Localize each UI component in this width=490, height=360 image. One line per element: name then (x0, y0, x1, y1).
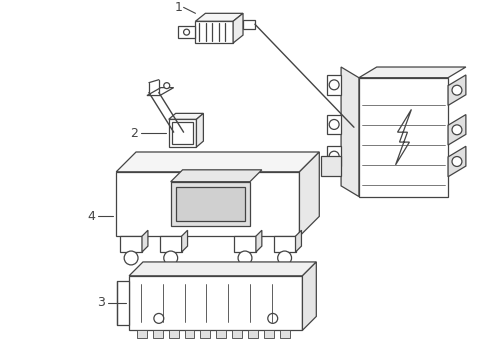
Polygon shape (327, 114, 341, 134)
Polygon shape (359, 67, 466, 78)
Polygon shape (233, 13, 243, 43)
Polygon shape (147, 87, 173, 95)
Polygon shape (129, 262, 317, 276)
Polygon shape (116, 172, 299, 236)
Polygon shape (341, 67, 359, 197)
Polygon shape (182, 230, 188, 252)
Polygon shape (295, 230, 301, 252)
Circle shape (452, 85, 462, 95)
Polygon shape (142, 230, 148, 252)
Polygon shape (169, 119, 196, 147)
Polygon shape (120, 236, 142, 252)
Polygon shape (160, 236, 182, 252)
Polygon shape (117, 281, 129, 325)
Circle shape (452, 157, 462, 166)
Text: 4: 4 (88, 210, 96, 223)
Polygon shape (274, 236, 295, 252)
Polygon shape (359, 78, 448, 197)
Circle shape (278, 251, 292, 265)
Circle shape (184, 29, 190, 35)
Polygon shape (321, 156, 341, 176)
Circle shape (154, 314, 164, 323)
Bar (216, 330, 226, 338)
Polygon shape (171, 170, 262, 182)
Bar (248, 330, 258, 338)
Polygon shape (243, 20, 255, 28)
Circle shape (238, 251, 252, 265)
Polygon shape (327, 75, 341, 95)
Bar (169, 330, 179, 338)
Polygon shape (234, 236, 256, 252)
Polygon shape (176, 187, 245, 221)
Polygon shape (196, 21, 233, 43)
Polygon shape (129, 276, 302, 330)
Circle shape (329, 151, 339, 161)
Circle shape (164, 251, 178, 265)
Polygon shape (196, 13, 243, 21)
Polygon shape (302, 262, 317, 330)
Bar (137, 330, 147, 338)
Polygon shape (178, 26, 196, 38)
Text: 2: 2 (130, 127, 138, 140)
Bar (280, 330, 290, 338)
Polygon shape (169, 113, 203, 119)
Text: 3: 3 (98, 296, 105, 309)
Circle shape (329, 120, 339, 129)
Polygon shape (116, 152, 319, 172)
Polygon shape (448, 114, 466, 145)
Polygon shape (395, 109, 412, 165)
Polygon shape (196, 113, 203, 147)
Bar (264, 330, 274, 338)
Polygon shape (327, 146, 341, 166)
Polygon shape (299, 152, 319, 236)
Bar (200, 330, 210, 338)
Circle shape (124, 251, 138, 265)
Polygon shape (448, 75, 466, 105)
Polygon shape (448, 146, 466, 177)
Bar (232, 330, 242, 338)
Polygon shape (171, 182, 250, 226)
Circle shape (329, 80, 339, 90)
Circle shape (268, 314, 278, 323)
Circle shape (452, 125, 462, 135)
Polygon shape (256, 230, 262, 252)
Circle shape (164, 83, 170, 89)
Bar (185, 330, 195, 338)
Text: 1: 1 (175, 1, 183, 14)
Bar (172, 122, 194, 144)
Bar (153, 330, 163, 338)
